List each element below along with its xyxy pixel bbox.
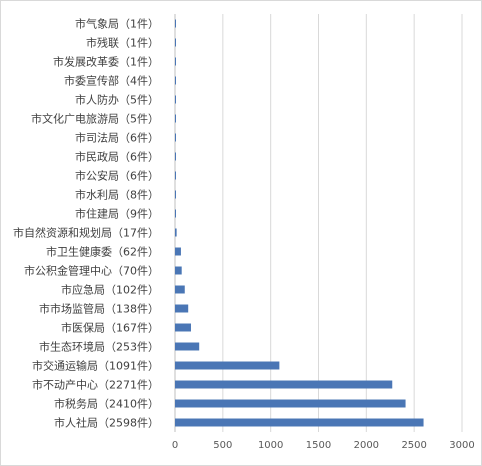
bar	[175, 399, 406, 408]
category-label: 市应急局（102件）	[61, 283, 159, 297]
category-label: 市医保局（167件）	[61, 321, 159, 335]
bars	[175, 19, 424, 427]
bar	[175, 38, 176, 47]
bar	[175, 76, 176, 85]
x-tick-label: 2500	[401, 440, 426, 451]
bar	[175, 114, 176, 123]
bar	[175, 152, 176, 161]
category-label: 市公安局（6件）	[75, 169, 159, 183]
x-tick-labels: 0 500 1000 1500 2000 2500 3000	[172, 440, 475, 451]
category-label: 市生态环境局（253件）	[39, 340, 159, 354]
x-tick-label: 2000	[354, 440, 379, 451]
category-label: 市自然资源和规划局（17件）	[13, 226, 159, 240]
category-label: 市民政局（6件）	[75, 150, 159, 164]
bar	[175, 133, 176, 142]
category-label: 市人社局（2598件）	[54, 416, 159, 430]
x-tick-label: 3000	[449, 440, 474, 451]
bar	[175, 361, 280, 370]
bar	[175, 266, 182, 275]
bar	[175, 285, 185, 294]
x-tick-label: 1000	[258, 440, 283, 451]
category-label: 市司法局（6件）	[75, 131, 159, 145]
category-label: 市交通运输局（1091件）	[32, 359, 159, 373]
x-tick-label: 500	[213, 440, 232, 451]
category-label: 市气象局（1件）	[75, 17, 159, 31]
category-label: 市人防办（5件）	[75, 93, 159, 107]
bar	[175, 304, 189, 313]
category-label: 市委宣传部（4件）	[64, 74, 159, 88]
bar	[175, 418, 424, 427]
bar	[175, 323, 191, 332]
bar	[175, 19, 176, 28]
bar	[175, 380, 393, 389]
category-label: 市市场监管局（138件）	[39, 302, 159, 316]
bar	[175, 95, 176, 104]
bar	[175, 342, 200, 351]
bar	[175, 247, 181, 256]
category-label: 市公积金管理中心（70件）	[24, 264, 159, 278]
bar	[175, 190, 176, 199]
category-label: 市残联（1件）	[86, 36, 159, 50]
category-label: 市不动产中心（2271件）	[32, 378, 159, 392]
category-label: 市卫生健康委（62件）	[46, 245, 159, 259]
bar	[175, 171, 176, 180]
category-label: 市住建局（9件）	[75, 207, 159, 221]
bar	[175, 57, 176, 66]
category-labels: 市气象局（1件） 市残联（1件） 市发展改革委（1件） 市委宣传部（4件） 市人防办（5…	[13, 17, 159, 430]
category-label: 市文化广电旅游局（5件）	[31, 112, 159, 126]
bar	[175, 209, 176, 218]
x-tick-label: 0	[172, 440, 178, 451]
category-label: 市发展改革委（1件）	[53, 55, 159, 69]
bar	[175, 228, 177, 237]
x-tick-label: 1500	[306, 440, 331, 451]
category-label: 市税务局（2410件）	[54, 397, 159, 411]
category-label: 市水利局（8件）	[75, 188, 159, 202]
